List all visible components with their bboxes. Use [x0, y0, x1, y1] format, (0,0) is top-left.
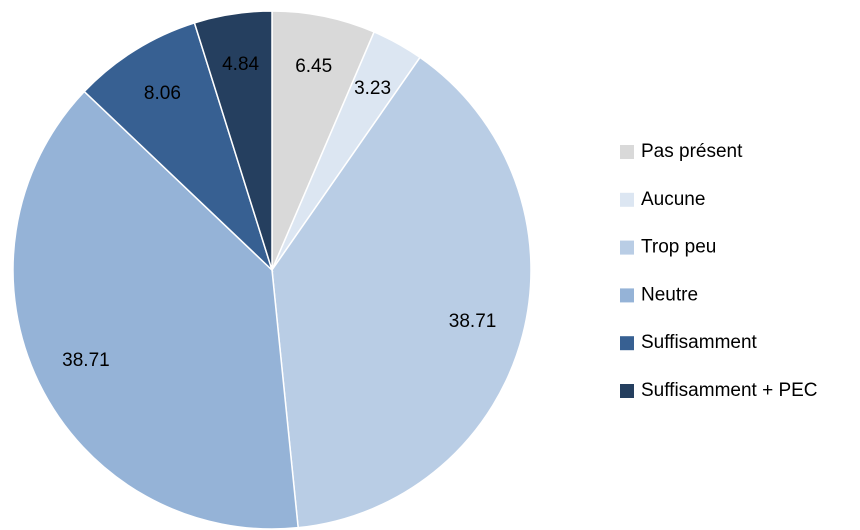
- legend-swatch: [620, 192, 634, 207]
- legend-label: Aucune: [641, 189, 705, 210]
- data-label: 38.71: [62, 350, 110, 371]
- legend-label: Suffisamment + PEC: [641, 380, 818, 401]
- data-label: 38.71: [449, 311, 497, 332]
- data-label: 3.23: [354, 78, 391, 99]
- pie-slice: [83, 21, 274, 273]
- legend-swatch: [620, 288, 634, 303]
- legend-swatch: [620, 336, 634, 351]
- pie-slice: [271, 56, 532, 529]
- pie-slice: [193, 10, 273, 271]
- legend-swatch: [620, 384, 634, 398]
- legend-swatch: [620, 240, 634, 255]
- data-label: 8.06: [144, 83, 181, 104]
- data-label: 4.84: [222, 54, 259, 75]
- data-label: 6.45: [295, 56, 332, 77]
- legend-label: Trop peu: [641, 237, 716, 258]
- legend-label: Pas présent: [641, 141, 743, 162]
- legend-swatch: [620, 145, 634, 159]
- pie-slice: [12, 90, 299, 530]
- legend-label: Neutre: [641, 284, 698, 305]
- legend-label: Suffisamment: [641, 332, 758, 353]
